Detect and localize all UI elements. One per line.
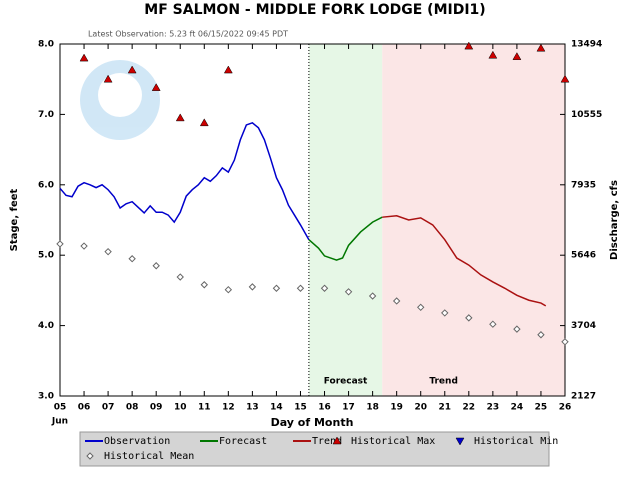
point [513,325,521,333]
point [560,74,570,83]
y-tick-label: 7.0 [38,110,54,120]
point [536,43,546,52]
point [344,288,353,296]
x-tick-label: 14 [270,403,283,413]
point [176,273,184,281]
region-label: Trend [429,377,458,387]
x-tick-label: 08 [126,403,139,413]
series-line [382,215,547,307]
point [248,283,257,291]
subtitle: Latest Observation: 5.23 ft 06/15/2022 0… [88,30,288,39]
point [488,50,498,59]
legend-label: Forecast [219,436,267,447]
x-tick-label: 17 [342,403,355,413]
y-tick-label: 8.0 [38,40,54,50]
x-tick-label: 21 [438,403,451,413]
legend-label: Trend [312,436,342,447]
point [199,118,209,127]
point [56,240,64,248]
point [561,338,569,346]
legend-marker [455,437,465,446]
chart-title: MF SALMON - MIDDLE FORK LODGE (MIDI1) [144,2,485,18]
x-tick-label: 12 [222,403,235,413]
series-line [308,216,383,261]
point [175,113,185,122]
x-tick-label: 24 [511,403,524,413]
region-label: Forecast [324,377,368,387]
x-tick-label: 07 [102,403,115,413]
point [392,297,401,305]
y2-tick-label: 2127 [571,392,596,402]
plot-frame [59,43,566,397]
point [296,284,305,292]
point [128,255,136,263]
point [151,83,161,91]
point [223,65,233,74]
point [320,284,329,292]
y-tick-label: 6.0 [38,180,54,190]
legend-label: Historical Min [474,436,558,447]
noaa-logo [80,60,160,140]
y2-tick-label: 3704 [571,321,596,331]
point [417,303,425,312]
x-axis-label: Day of Month [271,416,354,429]
y-axis-label: Stage, feet [9,188,20,251]
legend-marker [332,436,342,445]
legend-label: Historical Mean [104,451,194,462]
x-tick-label: 13 [246,403,259,413]
point [104,247,112,256]
x-tick-label: 23 [487,403,500,413]
point [512,52,522,60]
point [489,320,497,328]
point [368,292,377,300]
x-tick-label: 18 [366,403,379,413]
x-tick-label: 11 [198,403,211,413]
x-tick-label: 06 [78,403,91,413]
x-tick-label: 19 [390,403,403,413]
y2-tick-label: 10555 [571,110,602,120]
point [200,281,208,289]
x-tick-label: 15 [294,403,307,413]
legend-label: Historical Max [351,436,435,447]
point [441,309,449,317]
y-tick-label: 3.0 [38,392,54,402]
y2-axis-label: Discharge, cfs [609,180,620,260]
point [464,41,474,50]
x-tick-label: 16 [318,403,331,413]
point [272,284,281,292]
y-tick-label: 4.0 [38,321,54,331]
x-tick-label: 26 [559,403,572,413]
x-tick-label: 22 [463,403,476,413]
point [224,285,233,294]
y2-tick-label: 7935 [571,180,596,190]
y2-tick-label: 13494 [571,40,602,50]
point [79,53,89,62]
point [465,314,473,322]
x-tick-label: 09 [150,403,163,413]
region [308,44,383,396]
point [103,74,113,83]
legend-label: Observation [104,436,170,447]
legend-marker [86,452,94,460]
y2-tick-label: 5646 [571,251,596,261]
legend [79,431,550,467]
x-tick-label: 05 [54,403,67,413]
series-line [59,122,310,241]
x-tick-label: 10 [174,403,187,413]
point [127,65,137,74]
x-tick-label: 25 [535,403,548,413]
point [80,242,88,250]
month-label: Jun [51,417,68,427]
y-tick-label: 5.0 [38,251,54,261]
point [537,331,545,339]
x-tick-label: 20 [414,403,427,413]
point [152,262,160,270]
